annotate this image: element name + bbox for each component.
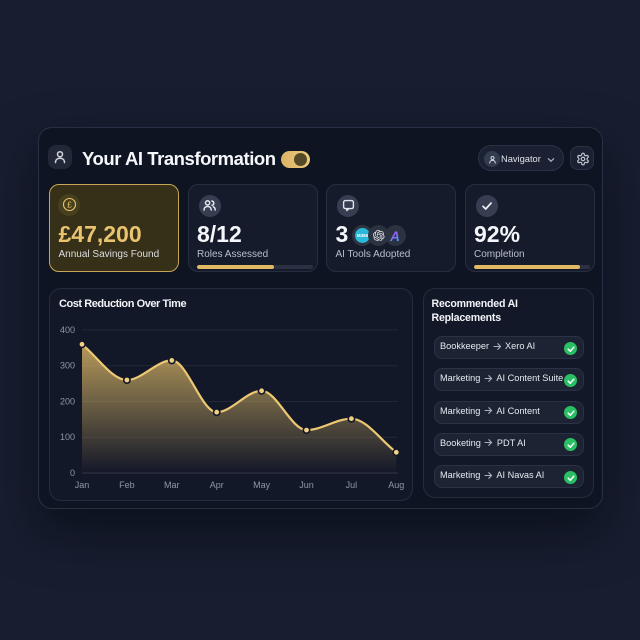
svg-text:Aug: Aug <box>388 480 404 490</box>
svg-text:Mar: Mar <box>164 480 180 490</box>
svg-text:A: A <box>389 228 400 243</box>
svg-text:300: 300 <box>60 361 75 371</box>
svg-text:Feb: Feb <box>119 480 135 490</box>
svg-text:100: 100 <box>60 432 75 442</box>
svg-text:Jan: Jan <box>75 480 90 490</box>
svg-text:0: 0 <box>70 468 75 478</box>
svg-text:£: £ <box>67 200 72 210</box>
svg-text:200: 200 <box>60 397 75 407</box>
svg-text:Jul: Jul <box>346 480 358 490</box>
svg-text:May: May <box>253 480 271 490</box>
svg-text:400: 400 <box>60 325 75 335</box>
svg-text:Jun: Jun <box>299 480 314 490</box>
svg-text:Apr: Apr <box>210 480 224 490</box>
